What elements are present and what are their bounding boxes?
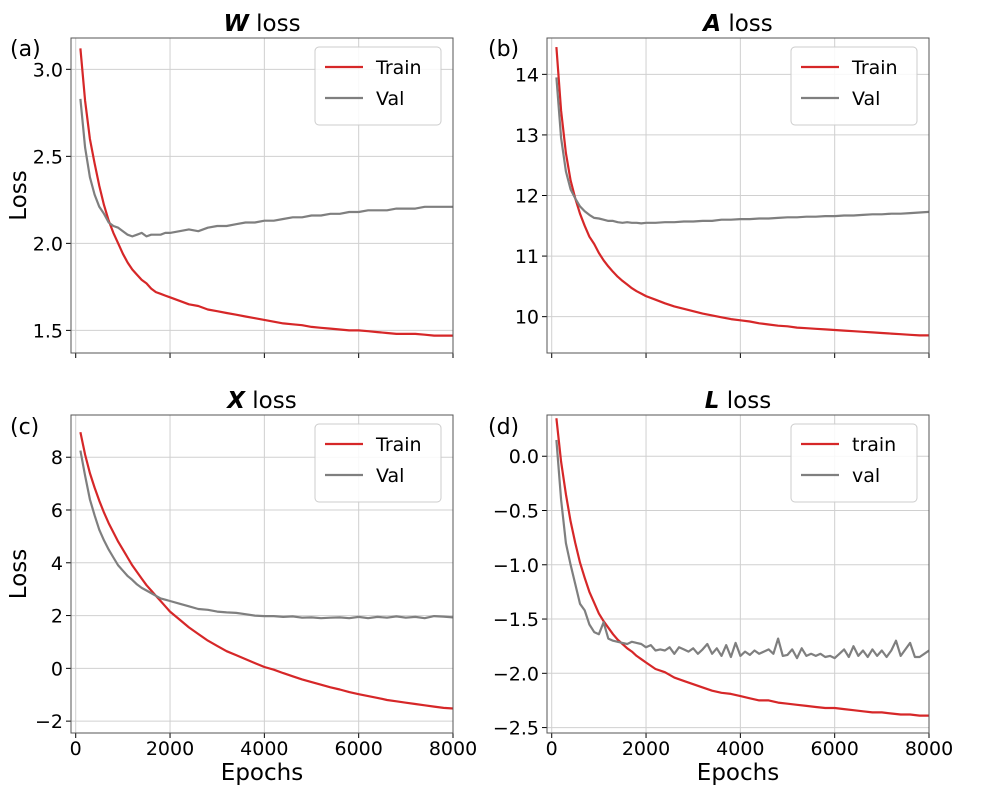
legend-label: val	[852, 465, 880, 487]
panel-b: 10 11 12 13 14 Train Val A loss (b)	[488, 11, 930, 358]
series-line-val	[555, 77, 930, 225]
x-tick-label: 2000	[622, 738, 670, 760]
legend: Train Val	[314, 423, 442, 503]
title-symbol: A	[701, 11, 721, 37]
title-symbol: X	[225, 388, 246, 414]
y-tick-label: 2.0	[33, 233, 63, 255]
title-symbol: W	[223, 11, 250, 37]
y-tick-label: 0	[51, 658, 63, 680]
panel-a: 1.5 2.0 2.5 3.0 Train Val W loss (a) Loss	[6, 11, 454, 358]
y-tick-label: 6	[51, 500, 63, 522]
legend: Train Val	[314, 46, 442, 126]
panel-label: (c)	[10, 415, 39, 440]
title-text: loss	[721, 11, 773, 37]
y-tick-label: 13	[515, 125, 539, 147]
panel-c: 0 2000 4000 6000 8000 −2 0 2 4 6 8 Train Val X loss (c…	[6, 388, 477, 786]
series-line-train	[79, 48, 453, 337]
y-tick-label: −2.0	[493, 663, 539, 685]
y-tick-label: 2.5	[33, 146, 63, 168]
legend-label: Train	[851, 57, 898, 79]
series-line-train	[555, 418, 929, 717]
legend-label: Val	[376, 88, 404, 110]
x-tick-label: 8000	[429, 738, 477, 760]
series-line-val	[555, 439, 930, 660]
panel-title: X loss	[225, 388, 296, 414]
x-tick-label: 6000	[334, 738, 382, 760]
y-tick-label: 8	[51, 447, 63, 469]
y-tick-label: −0.5	[493, 501, 539, 523]
x-tick-label: 0	[70, 738, 82, 760]
panel-title: W loss	[223, 11, 300, 37]
legend-label: Val	[852, 88, 880, 110]
panel-label: (d)	[488, 415, 519, 440]
y-tick-label: 14	[515, 64, 539, 86]
legend-label: Val	[376, 465, 404, 487]
y-axis-label: Loss	[6, 549, 32, 599]
y-tick-label: −2.5	[493, 718, 539, 740]
y-tick-label: 1.5	[33, 320, 63, 342]
series-line-train	[79, 431, 454, 710]
x-tick-label: 2000	[146, 738, 194, 760]
legend: Train Val	[790, 46, 918, 126]
title-symbol: L	[705, 388, 720, 414]
title-text: loss	[719, 388, 771, 414]
y-tick-label: 3.0	[33, 59, 63, 81]
x-tick-label: 8000	[905, 738, 953, 760]
plot-frame	[70, 414, 454, 734]
y-tick-label: −1.5	[493, 609, 539, 631]
y-tick-label: 12	[515, 186, 539, 208]
legend: train val	[790, 423, 918, 503]
panel-d: 0 2000 4000 6000 8000 −2.5 −2.0 −1.5 −1.0 −0.5 0.0…	[488, 388, 953, 786]
legend-label: Train	[375, 434, 422, 456]
panel-label: (a)	[10, 37, 41, 62]
legend-label: train	[852, 434, 896, 456]
x-tick-label: 0	[546, 738, 558, 760]
y-tick-label: 10	[515, 307, 539, 329]
y-tick-label: −1.0	[493, 555, 539, 577]
x-axis-label: Epochs	[697, 760, 779, 786]
x-tick-label: 4000	[240, 738, 288, 760]
panel-title: L loss	[705, 388, 771, 414]
y-tick-label: −2	[35, 711, 63, 733]
y-tick-label: 4	[51, 553, 63, 575]
legend-label: Train	[375, 57, 422, 79]
y-tick-label: 0.0	[509, 446, 539, 468]
y-tick-label: 2	[51, 606, 63, 628]
y-tick-label: 11	[515, 246, 539, 268]
plot-frame	[546, 414, 930, 734]
series-line-val	[79, 450, 454, 620]
x-axis-label: Epochs	[221, 760, 303, 786]
x-tick-label: 4000	[716, 738, 764, 760]
y-axis-label: Loss	[6, 170, 32, 220]
series-line-val	[79, 98, 453, 238]
series-line-train	[555, 47, 929, 337]
panel-label: (b)	[488, 37, 519, 62]
x-tick-label: 6000	[810, 738, 858, 760]
plot-frame	[70, 37, 454, 354]
plot-frame	[546, 37, 930, 354]
title-text: loss	[249, 11, 301, 37]
panel-title: A loss	[701, 11, 773, 37]
title-text: loss	[245, 388, 297, 414]
